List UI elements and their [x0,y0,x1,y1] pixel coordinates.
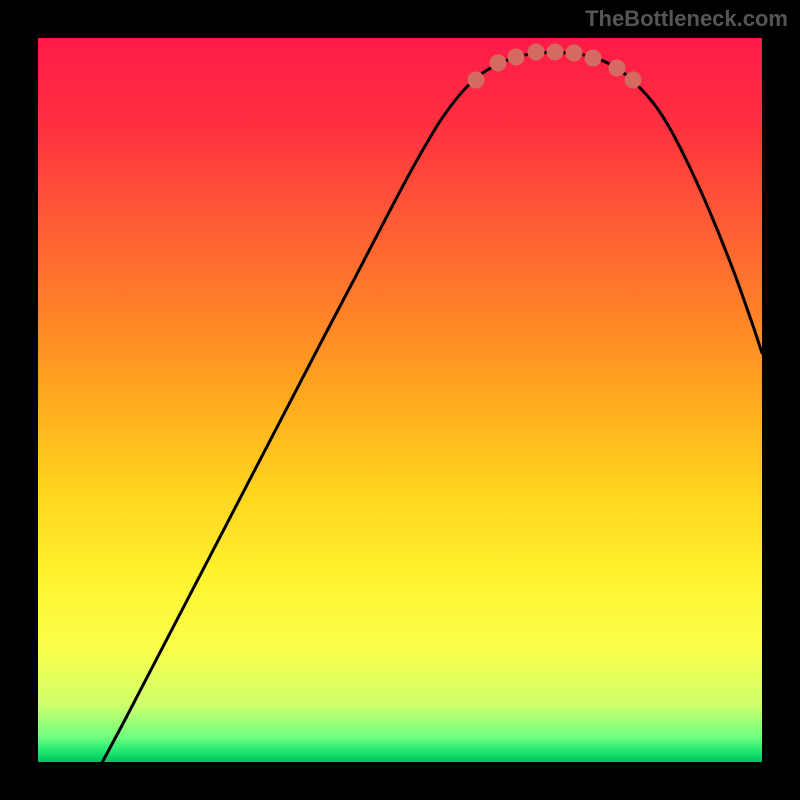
bottleneck-chart: TheBottleneck.com [0,0,800,800]
bottleneck-curve [38,38,762,762]
curve-marker [490,54,507,71]
curve-marker [625,71,642,88]
watermark-text: TheBottleneck.com [585,6,788,32]
curve-marker [609,60,626,77]
curve-marker [584,49,601,66]
curve-marker [546,43,563,60]
curve-marker [468,71,485,88]
curve-marker [565,45,582,62]
curve-marker [528,44,545,61]
curve-marker [507,48,524,65]
plot-area [38,38,762,762]
